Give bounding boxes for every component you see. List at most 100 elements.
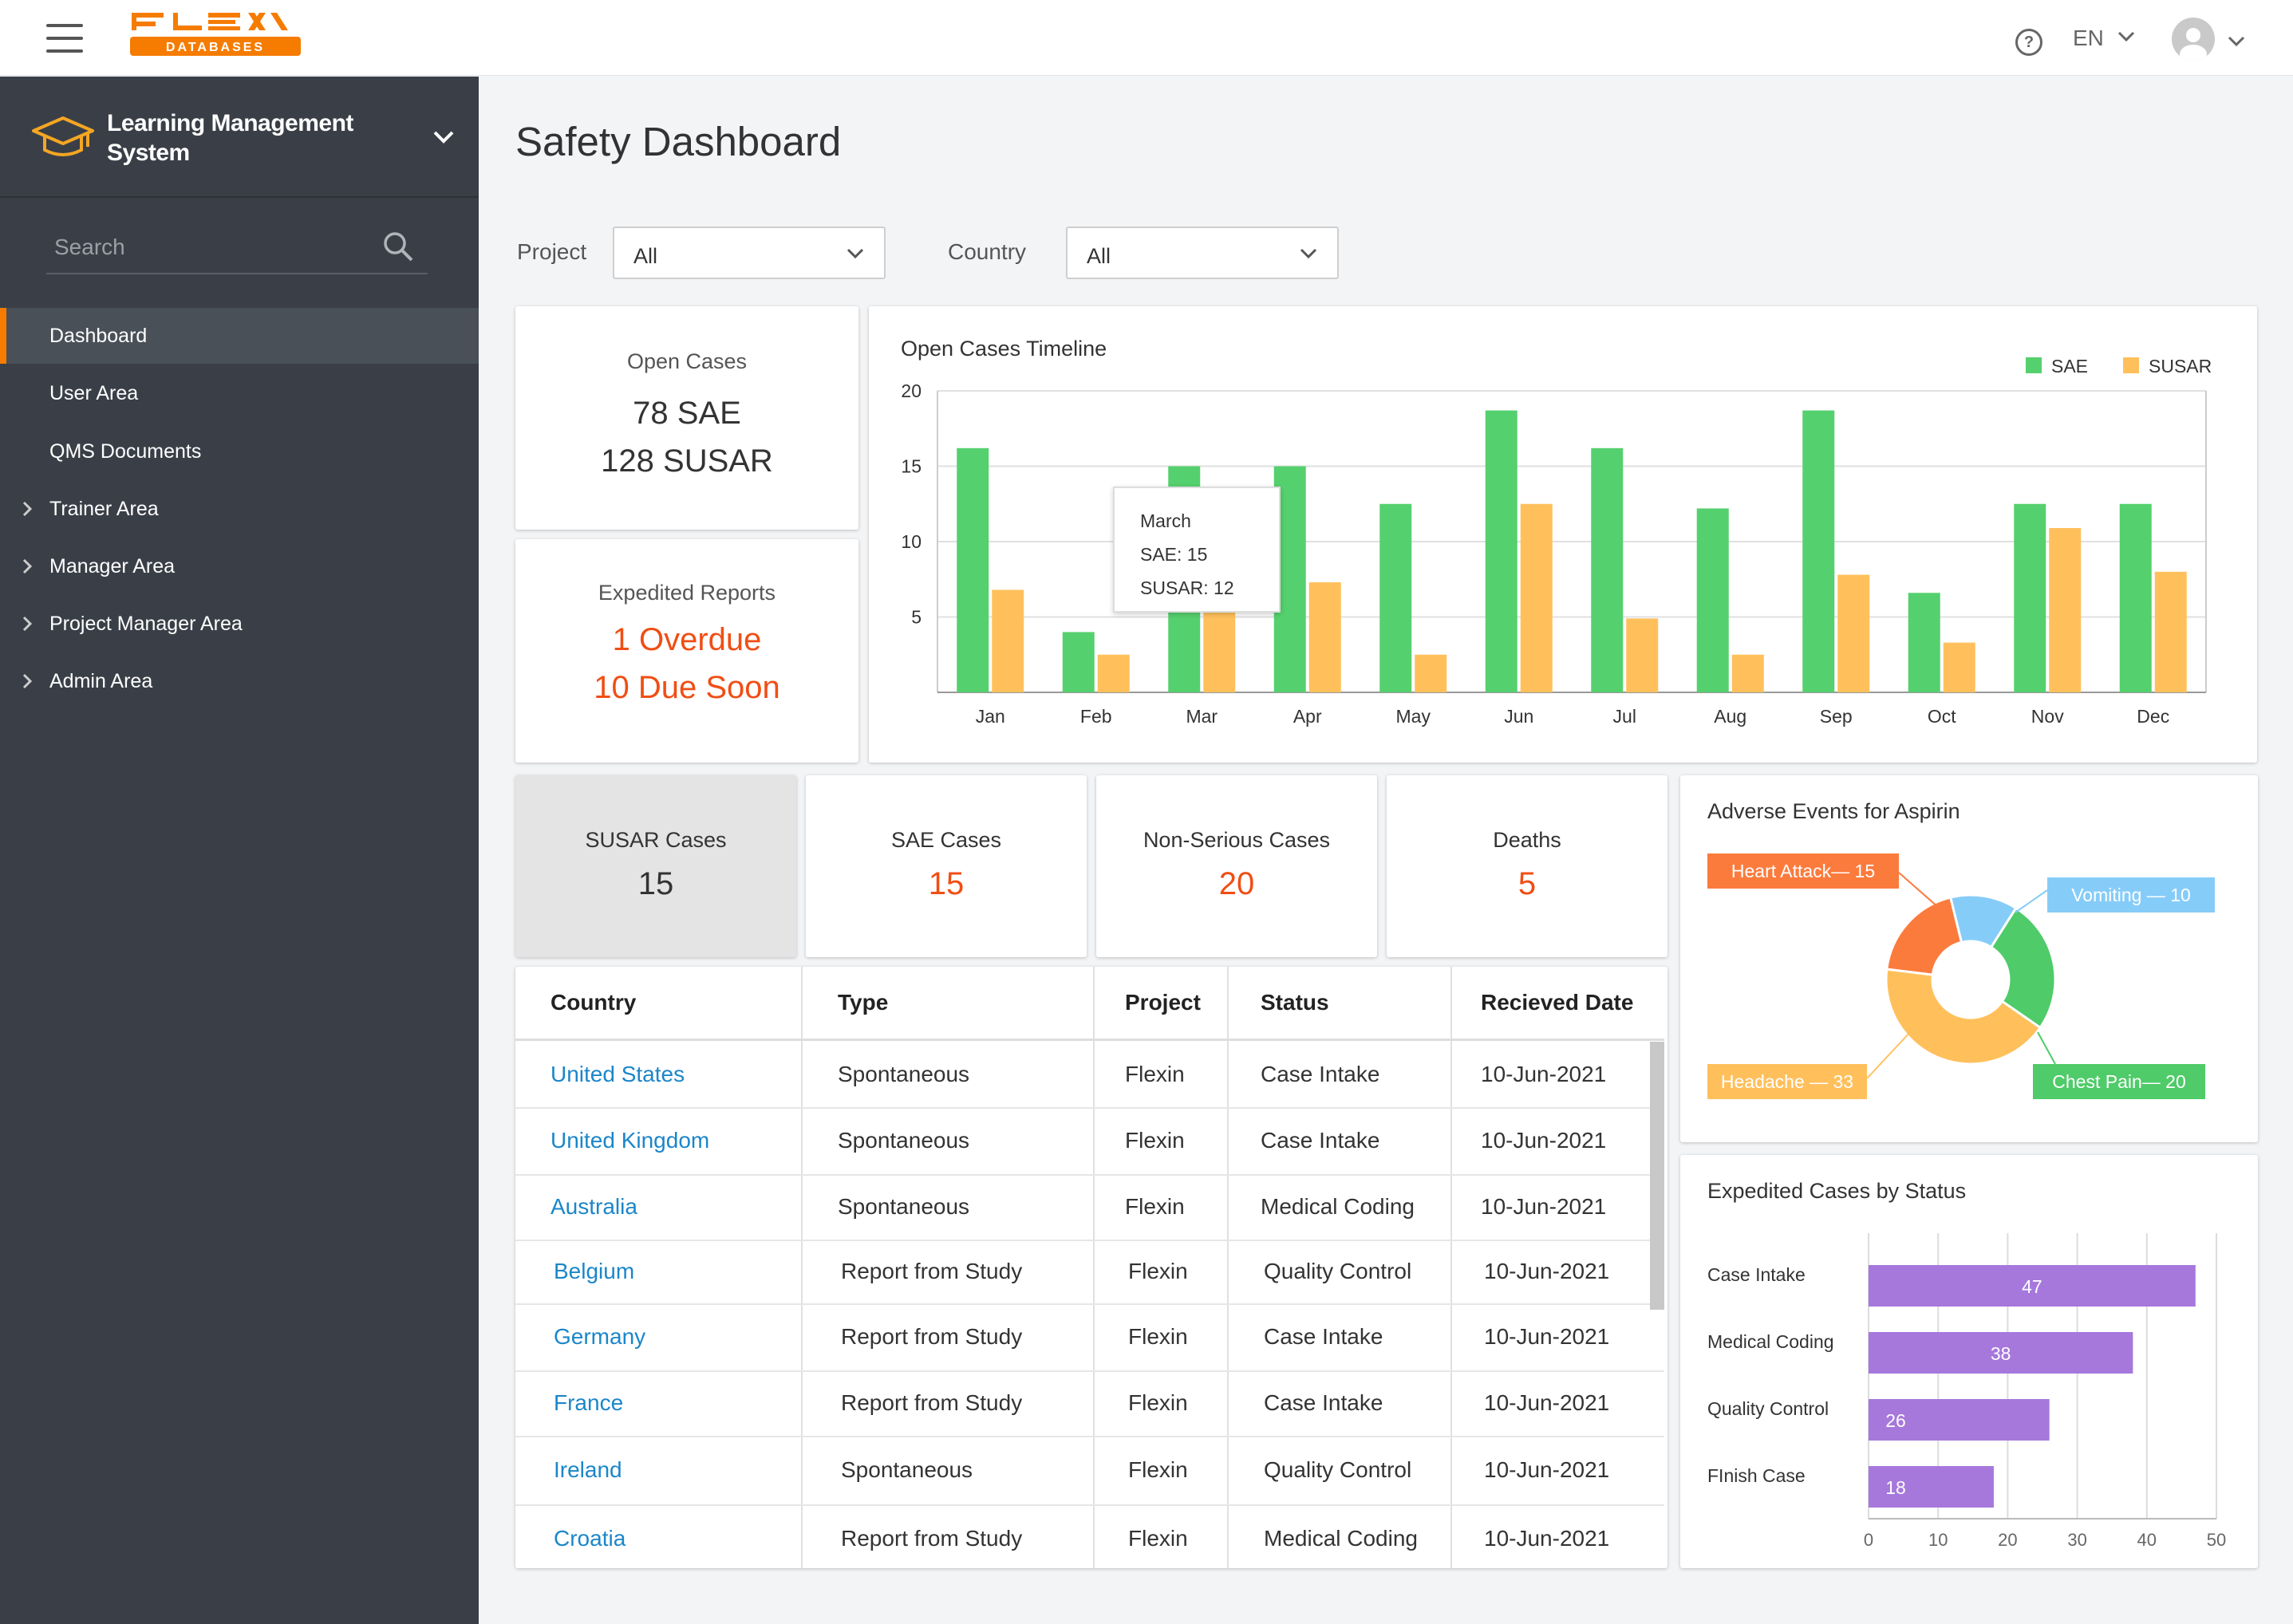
non-serious-cases-tile[interactable]: Non-Serious Cases 20 xyxy=(1096,775,1377,957)
sidebar-item-trainer-area[interactable]: Trainer Area xyxy=(0,481,479,537)
table-row[interactable]: Croatia Report from Study Flexin Medical Co… xyxy=(515,1504,1648,1568)
susar-cases-tile[interactable]: SUSAR Cases 15 xyxy=(515,775,796,957)
bar-susar-aug[interactable] xyxy=(1731,654,1764,692)
bar-susar-sep[interactable] xyxy=(1837,574,1870,692)
table-row[interactable]: United States Spontaneous Flexin Case Intak… xyxy=(515,1042,1648,1107)
country-link[interactable]: Germany xyxy=(554,1324,646,1349)
table-row[interactable]: France Report from Study Flexin Case Intake… xyxy=(515,1370,1648,1436)
sidebar-item-admin-area[interactable]: Admin Area xyxy=(0,653,479,709)
bar-susar-jan[interactable] xyxy=(992,589,1024,692)
country-link[interactable]: United Kingdom xyxy=(551,1128,710,1153)
cell-country[interactable]: Australia xyxy=(551,1194,637,1220)
app-switcher[interactable]: Learning Management System xyxy=(0,77,479,198)
project-select[interactable]: All xyxy=(613,227,886,279)
status-bar[interactable] xyxy=(1869,1466,1994,1508)
hamburger-menu-icon[interactable] xyxy=(46,24,83,53)
bar-sae-nov[interactable] xyxy=(2014,503,2046,692)
help-icon[interactable]: ? xyxy=(2015,29,2042,56)
cell-country[interactable]: Ireland xyxy=(554,1457,622,1483)
bar-sae-jul[interactable] xyxy=(1591,447,1624,692)
bar-sae-jun[interactable] xyxy=(1485,410,1517,692)
flex-databases-logo[interactable]: DATABASES xyxy=(130,10,301,62)
chevron-down-icon[interactable] xyxy=(2226,34,2247,49)
card-title: Open Cases xyxy=(626,349,748,373)
bar-sae-feb[interactable] xyxy=(1062,632,1095,692)
y-tick-label: 10 xyxy=(901,531,922,552)
sidebar-item-qms-documents[interactable]: QMS Documents xyxy=(0,424,479,479)
sidebar-item-manager-area[interactable]: Manager Area xyxy=(0,538,479,594)
bar-susar-oct[interactable] xyxy=(1943,642,1975,692)
cell-country[interactable]: France xyxy=(554,1390,623,1416)
search-icon[interactable] xyxy=(381,230,415,263)
bar-susar-jun[interactable] xyxy=(1520,503,1553,692)
overdue-count[interactable]: 1 Overdue xyxy=(612,622,762,657)
cell-country[interactable]: Croatia xyxy=(554,1526,626,1551)
country-link[interactable]: Croatia xyxy=(554,1526,626,1551)
bar-sae-sep[interactable] xyxy=(1802,410,1835,692)
column-header-received-date[interactable]: Recieved Date xyxy=(1481,990,1634,1015)
deaths-tile[interactable]: Deaths 5 xyxy=(1387,775,1667,957)
column-header-country[interactable]: Country xyxy=(551,990,637,1015)
status-bar[interactable] xyxy=(1869,1332,2133,1374)
country-link[interactable]: France xyxy=(554,1390,624,1415)
cell-project: Flexin xyxy=(1128,1457,1188,1482)
donut-slice[interactable] xyxy=(1885,968,2042,1066)
legend-susar-label[interactable]: SUSAR xyxy=(2149,356,2212,376)
bar-susar-apr[interactable] xyxy=(1308,582,1341,692)
user-avatar[interactable] xyxy=(2172,18,2215,61)
cell-country[interactable]: United Kingdom xyxy=(551,1128,709,1153)
bar-sae-aug[interactable] xyxy=(1696,508,1729,692)
sidebar-search xyxy=(46,222,428,274)
cell-status: Medical Coding xyxy=(1261,1194,1415,1219)
table-row[interactable]: Germany Report from Study Flexin Case Intak… xyxy=(515,1303,1648,1370)
language-selector[interactable]: EN xyxy=(2073,26,2104,50)
bar-susar-may[interactable] xyxy=(1415,654,1447,692)
bar-sae-may[interactable] xyxy=(1379,503,1412,692)
chevron-down-icon[interactable] xyxy=(2116,29,2137,45)
status-bar[interactable] xyxy=(1869,1265,2196,1307)
tooltip-title: March xyxy=(1140,510,1191,531)
cell-received-date: 10-Jun-2021 xyxy=(1484,1259,1610,1283)
bar-sae-jan[interactable] xyxy=(957,447,989,692)
legend-sae-label[interactable]: SAE xyxy=(2051,356,2088,376)
bar-susar-nov[interactable] xyxy=(2049,527,2082,692)
x-tick-label: May xyxy=(1396,706,1431,727)
cell-country[interactable]: United States xyxy=(551,1062,685,1087)
table-row[interactable]: Belgium Report from Study Flexin Quality Co… xyxy=(515,1240,1648,1303)
country-select[interactable]: All xyxy=(1066,227,1339,279)
cell-country[interactable]: Germany xyxy=(554,1324,645,1350)
country-link[interactable]: Ireland xyxy=(554,1457,622,1482)
table-row[interactable]: Ireland Spontaneous Flexin Quality Control 1… xyxy=(515,1436,1648,1504)
slice-label: Headache — 33 xyxy=(1721,1071,1853,1092)
due-soon-count[interactable]: 10 Due Soon xyxy=(594,670,780,705)
search-input[interactable] xyxy=(54,230,373,265)
bar-sae-oct[interactable] xyxy=(1908,593,1940,692)
bar-sae-dec[interactable] xyxy=(2119,503,2152,692)
column-header-status[interactable]: Status xyxy=(1261,990,1329,1015)
cell-project: Flexin xyxy=(1125,1194,1185,1219)
donut-slice[interactable] xyxy=(1989,906,2057,1030)
chevron-down-icon[interactable] xyxy=(431,126,456,147)
x-tick-label: Nov xyxy=(2031,706,2064,727)
cell-country[interactable]: Belgium xyxy=(554,1259,634,1284)
table-row[interactable]: Australia Spontaneous Flexin Medical Coding… xyxy=(515,1174,1648,1240)
sidebar-item-project-manager-area[interactable]: Project Manager Area xyxy=(0,596,479,652)
status-bar[interactable] xyxy=(1869,1399,2050,1441)
column-header-type[interactable]: Type xyxy=(838,990,889,1015)
sidebar-item-user-area[interactable]: User Area xyxy=(0,365,479,421)
bar-susar-feb[interactable] xyxy=(1097,654,1130,692)
column-header-project[interactable]: Project xyxy=(1125,990,1201,1015)
country-link[interactable]: Belgium xyxy=(554,1259,635,1283)
table-row[interactable]: United Kingdom Spontaneous Flexin Case Inta… xyxy=(515,1107,1648,1174)
country-link[interactable]: United States xyxy=(551,1062,685,1086)
page-title: Safety Dashboard xyxy=(515,119,842,164)
country-link[interactable]: Australia xyxy=(551,1194,637,1219)
donut-slice[interactable] xyxy=(1885,896,1963,976)
sidebar-item-label: Project Manager Area xyxy=(49,613,243,635)
bar-susar-jul[interactable] xyxy=(1626,618,1659,692)
table-scrollbar[interactable] xyxy=(1650,1042,1664,1310)
sae-cases-tile[interactable]: SAE Cases 15 xyxy=(806,775,1087,957)
sidebar-item-dashboard[interactable]: Dashboard xyxy=(0,308,479,364)
y-tick-label: Medical Coding xyxy=(1707,1331,1834,1352)
bar-susar-dec[interactable] xyxy=(2154,571,2187,692)
